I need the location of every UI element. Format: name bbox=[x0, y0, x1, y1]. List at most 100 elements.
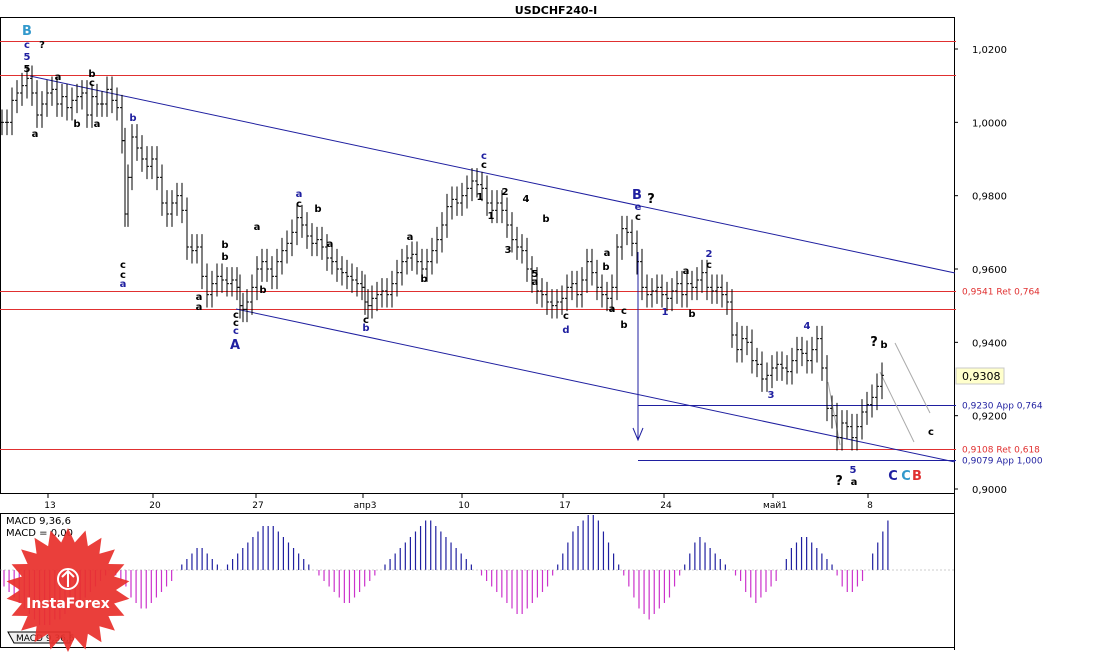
forecast-line-3 bbox=[894, 342, 931, 414]
y-tick-label: 0,9600 bbox=[972, 265, 1007, 276]
wave-label: a bbox=[327, 239, 334, 250]
x-tick-label: май1 bbox=[763, 501, 787, 511]
wave-label: c bbox=[928, 427, 934, 438]
wave-label: c bbox=[296, 199, 302, 210]
wave-label: c bbox=[706, 260, 712, 271]
wave-label: ? bbox=[870, 335, 878, 350]
y-tick-label: 0,9200 bbox=[972, 412, 1007, 423]
wave-label: a bbox=[407, 232, 414, 243]
x-tick-label: 20 bbox=[149, 501, 161, 511]
wave-label: a bbox=[532, 277, 539, 288]
wave-label: b bbox=[362, 323, 369, 334]
wave-label: a bbox=[120, 279, 127, 290]
wave-label: C bbox=[888, 469, 898, 484]
wave-label: c bbox=[233, 310, 239, 321]
projection-arrow-head bbox=[632, 427, 644, 442]
current-price-label: 0,9308 bbox=[962, 370, 1001, 383]
wave-label: 1 bbox=[662, 307, 669, 318]
y-tick-label: 1,0000 bbox=[972, 118, 1007, 129]
wave-label: ? bbox=[835, 474, 843, 489]
level-lines: 0,9541 Ret 0,764 0,9230 App 0,764 0,9108 R… bbox=[0, 41, 1043, 467]
wave-label: e bbox=[635, 202, 642, 213]
price-bars bbox=[0, 65, 884, 451]
chart-title: USDCHF240-I bbox=[515, 4, 597, 17]
level-label: 0,9541 Ret 0,764 bbox=[962, 288, 1040, 298]
current-price-tag: 0,9308 bbox=[955, 367, 1005, 385]
wave-label: a bbox=[851, 477, 858, 488]
wave-label: c bbox=[233, 326, 239, 337]
wave-label: c bbox=[120, 270, 126, 281]
wave-label: 2 bbox=[706, 249, 713, 260]
wave-label: b bbox=[420, 274, 427, 285]
wave-label: a bbox=[32, 129, 39, 140]
wave-label: 5 bbox=[24, 52, 31, 63]
x-tick-label: 10 bbox=[458, 501, 470, 511]
level-label: 0,9108 Ret 0,618 bbox=[962, 446, 1040, 456]
wave-label: b bbox=[259, 285, 266, 296]
wave-label: a bbox=[604, 248, 611, 259]
wave-label: c bbox=[120, 260, 126, 271]
wave-label: b bbox=[602, 262, 609, 273]
price-axis: 1,0200 1,0000 0,9800 0,9600 0,9400 0,9200 0,90… bbox=[954, 45, 1007, 496]
wave-label: c bbox=[24, 40, 30, 51]
forecast-line-1 bbox=[827, 381, 841, 446]
wave-label: 1 bbox=[477, 192, 484, 203]
wave-label: 1 bbox=[488, 211, 495, 222]
wave-label: a bbox=[296, 189, 303, 200]
upper-channel-line bbox=[29, 75, 956, 274]
y-tick-label: 1,0200 bbox=[972, 45, 1007, 56]
wave-label: b bbox=[880, 340, 887, 351]
x-tick-label: 8 bbox=[867, 501, 873, 511]
logo-icon bbox=[57, 568, 79, 590]
wave-label: C bbox=[901, 469, 911, 484]
level-label: 0,9230 App 0,764 bbox=[962, 402, 1043, 412]
wave-label: B bbox=[912, 469, 922, 484]
y-tick-label: 0,9800 bbox=[972, 192, 1007, 203]
macd-value-label: MACD = 0,00 bbox=[6, 528, 73, 539]
wave-label: c bbox=[481, 151, 487, 162]
wave-label: 5 bbox=[532, 269, 539, 280]
wave-label: a bbox=[683, 266, 690, 277]
wave-label: B bbox=[632, 188, 642, 203]
wave-label: a bbox=[94, 119, 101, 130]
wave-label: ? bbox=[39, 40, 45, 51]
wave-label: 3 bbox=[768, 390, 775, 401]
wave-label: d bbox=[562, 325, 569, 336]
x-tick-label: 13 bbox=[44, 501, 55, 511]
wave-label: B bbox=[22, 24, 32, 39]
wave-label: b bbox=[688, 309, 695, 320]
wave-label: c bbox=[635, 212, 641, 223]
wave-label: b bbox=[88, 69, 95, 80]
wave-label: b bbox=[620, 320, 627, 331]
x-tick-label: 24 bbox=[660, 501, 672, 511]
wave-label: A bbox=[230, 338, 240, 353]
wave-label: b bbox=[221, 240, 228, 251]
logo-arrow-icon bbox=[61, 569, 75, 587]
wave-label: 4 bbox=[523, 194, 530, 205]
logo-brand: InstaForex bbox=[26, 596, 110, 612]
indicator-tab-label[interactable]: MACD 9,36,6 bbox=[16, 634, 75, 644]
y-tick-label: 0,9000 bbox=[972, 485, 1007, 496]
wave-label: b bbox=[542, 214, 549, 225]
wave-label: 4 bbox=[804, 321, 811, 332]
x-tick-label: 27 bbox=[252, 501, 263, 511]
wave-label: c bbox=[363, 315, 369, 326]
wave-label: ? bbox=[647, 192, 655, 207]
wave-label: 5 bbox=[24, 64, 31, 75]
wave-label: a bbox=[55, 72, 62, 83]
wave-label: c bbox=[621, 306, 627, 317]
wave-label: 2 bbox=[502, 187, 509, 198]
level-label: 0,9079 App 1,000 bbox=[962, 457, 1043, 467]
wave-label: c bbox=[481, 160, 487, 171]
wave-label: b bbox=[221, 252, 228, 263]
wave-label: a bbox=[196, 302, 203, 313]
lower-channel-line bbox=[235, 308, 956, 463]
instaforex-logo: InstaForex bbox=[6, 528, 130, 652]
wave-label: c bbox=[233, 318, 239, 329]
channel-lines bbox=[29, 75, 956, 463]
wave-label: a bbox=[609, 304, 616, 315]
y-tick-label: 0,9400 bbox=[972, 338, 1007, 349]
x-tick-label: 17 bbox=[559, 501, 570, 511]
